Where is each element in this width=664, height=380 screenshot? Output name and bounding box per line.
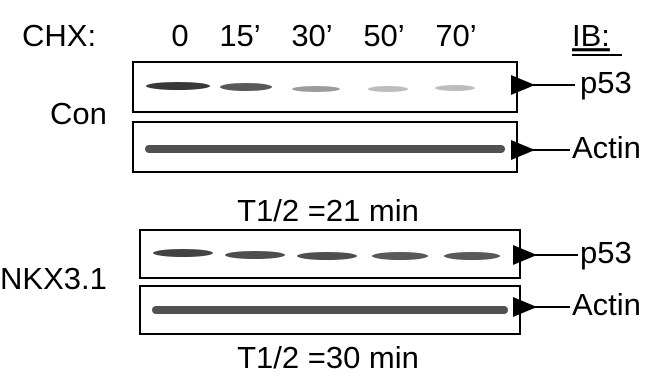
panel-name: NKX3.1: [0, 261, 107, 296]
band: [145, 145, 505, 153]
time-label: 30’: [291, 18, 332, 53]
band: [152, 306, 508, 314]
time-label: 50’: [363, 18, 404, 53]
blot-label: Actin: [572, 287, 641, 322]
blot-label: Actin: [572, 130, 641, 165]
half-life: T1/2 =30 min: [237, 340, 419, 375]
time-label: 15’: [219, 18, 260, 53]
panel-name: Con: [50, 96, 107, 131]
blot-figure: CHX: 0 15’ 30’ 50’ 70’ IB: Con p53 Actin…: [0, 0, 664, 380]
half-life: T1/2 =21 min: [237, 193, 419, 228]
ib-label: IB:: [572, 18, 610, 53]
chx-label: CHX:: [22, 18, 96, 53]
blot-label: p53: [580, 65, 632, 100]
time-label: 0: [171, 18, 188, 53]
time-label: 70’: [435, 18, 476, 53]
blot-label: p53: [580, 235, 632, 270]
